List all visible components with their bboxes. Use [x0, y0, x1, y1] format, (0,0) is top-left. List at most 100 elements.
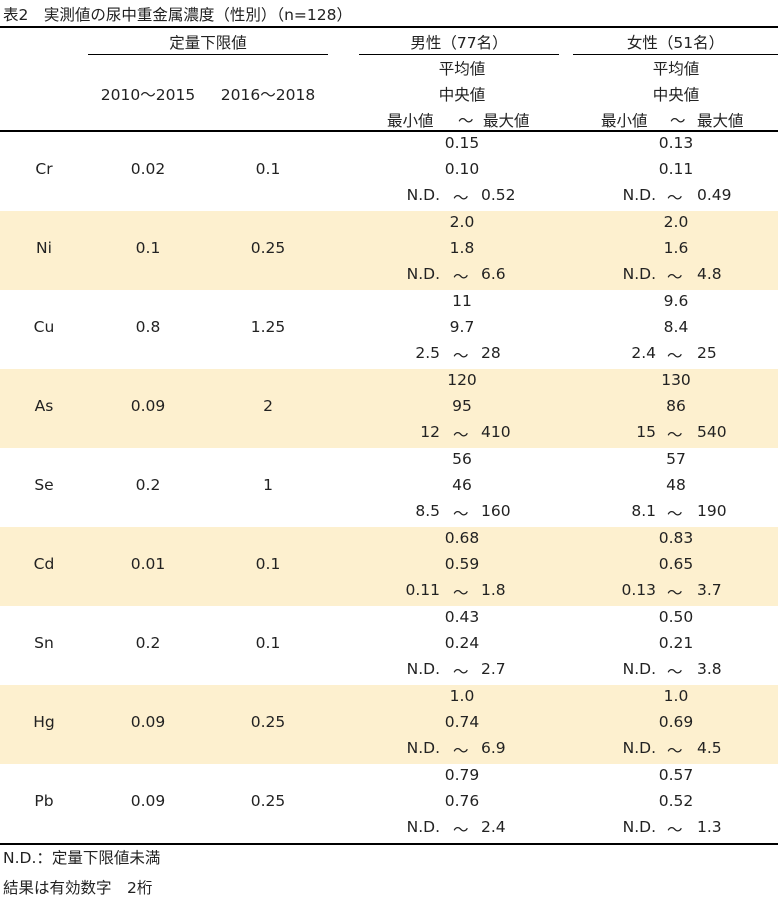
female-median-value: 0.11 — [658, 160, 694, 178]
male-range-tilde: 〜 — [453, 663, 469, 681]
male-min-value: N.D. — [406, 265, 440, 283]
male-min-value: N.D. — [406, 818, 440, 836]
male-mean-value: 0.79 — [444, 766, 480, 784]
loq-2010-2015-value: 0.09 — [130, 713, 166, 731]
male-median-value: 0.10 — [444, 160, 480, 178]
loq-2010-2015-value: 0.2 — [135, 476, 161, 494]
male-min-value: 0.11 — [405, 581, 440, 599]
loq-2016-2018-value: 0.25 — [250, 792, 286, 810]
male-range-tilde: 〜 — [453, 505, 469, 523]
female-min-value: N.D. — [622, 265, 656, 283]
female-min-value: 2.4 — [631, 344, 656, 362]
table-row: Cd 0.01 0.1 0.68 0.59 0.11 〜 1.8 0.83 0.65 0.13 〜 3.… — [0, 527, 778, 606]
male-mean-value: 2.0 — [449, 213, 475, 231]
bottom-rule — [0, 843, 778, 845]
female-max-value: 25 — [697, 344, 717, 362]
male-group-underline — [359, 54, 559, 55]
header-bottom-rule — [0, 130, 778, 132]
female-mean-value: 0.50 — [658, 608, 694, 626]
male-mean-value: 0.68 — [444, 529, 480, 547]
loq-2016-2018-value: 0.1 — [255, 634, 281, 652]
female-median-value: 48 — [666, 476, 686, 494]
female-range-tilde: 〜 — [667, 426, 683, 444]
male-median-value: 0.24 — [444, 634, 480, 652]
male-min-value: 8.5 — [415, 502, 440, 520]
male-mean-value: 1.0 — [449, 687, 475, 705]
female-max-value: 3.7 — [697, 581, 722, 599]
male-max-value: 0.52 — [481, 186, 516, 204]
male-mean-value: 0.43 — [444, 608, 480, 626]
female-min-label: 最小値 — [601, 112, 648, 130]
loq-2016-2018-value: 0.25 — [250, 239, 286, 257]
female-min-value: N.D. — [622, 660, 656, 678]
male-median-value: 0.74 — [444, 713, 480, 731]
table-row: Sn 0.2 0.1 0.43 0.24 N.D. 〜 2.7 0.50 0.21 N.D. 〜 3.8 — [0, 606, 778, 685]
footnote-nd: N.D.：定量下限値未満 — [3, 849, 161, 867]
female-mean-value: 2.0 — [663, 213, 689, 231]
element-symbol: Ni — [36, 239, 52, 257]
female-median-value: 0.21 — [658, 634, 694, 652]
loq-col-2010-2015: 2010〜2015 — [100, 86, 196, 104]
element-symbol: Hg — [33, 713, 55, 731]
female-min-value: 8.1 — [631, 502, 656, 520]
loq-2016-2018-value: 1 — [263, 476, 273, 494]
male-range-tilde: 〜 — [453, 268, 469, 286]
female-mean-value: 0.83 — [658, 529, 694, 547]
footnote-sigfig: 結果は有効数字 2桁 — [3, 879, 153, 897]
male-max-value: 160 — [481, 502, 511, 520]
female-max-value: 4.5 — [697, 739, 722, 757]
loq-group-underline — [88, 54, 328, 55]
male-mean-value: 120 — [447, 371, 477, 389]
female-range-tilde: 〜 — [667, 505, 683, 523]
female-mean-value: 1.0 — [663, 687, 689, 705]
element-symbol: Cr — [35, 160, 53, 178]
female-range-tilde: 〜 — [667, 742, 683, 760]
male-median-value: 95 — [452, 397, 472, 415]
female-max-value: 1.3 — [697, 818, 722, 836]
female-group-header: 女性（51名） — [626, 34, 725, 52]
female-median-value: 8.4 — [663, 318, 689, 336]
female-min-value: N.D. — [622, 186, 656, 204]
element-symbol: As — [34, 397, 54, 415]
female-median-value: 0.69 — [658, 713, 694, 731]
female-median-value: 0.65 — [658, 555, 694, 573]
loq-group-header: 定量下限値 — [169, 34, 247, 52]
male-median-value: 0.76 — [444, 792, 480, 810]
loq-2010-2015-value: 0.1 — [135, 239, 161, 257]
female-range-tilde: 〜 — [667, 347, 683, 365]
female-max-value: 3.8 — [697, 660, 722, 678]
element-symbol: Se — [34, 476, 54, 494]
loq-2010-2015-value: 0.2 — [135, 634, 161, 652]
male-mean-label: 平均値 — [438, 60, 486, 78]
female-mean-value: 0.57 — [658, 766, 694, 784]
top-rule — [0, 26, 778, 28]
female-range-tilde: 〜 — [667, 584, 683, 602]
female-range-tilde: 〜 — [667, 663, 683, 681]
loq-col-2016-2018: 2016〜2018 — [220, 86, 316, 104]
female-range-tilde: 〜 — [667, 268, 683, 286]
female-min-value: 0.13 — [621, 581, 656, 599]
male-max-value: 410 — [481, 423, 511, 441]
female-min-value: N.D. — [622, 739, 656, 757]
loq-2016-2018-value: 1.25 — [250, 318, 286, 336]
table-row: As 0.09 2 120 95 12 〜 410 130 86 15 〜 540 — [0, 369, 778, 448]
female-group-underline — [573, 54, 778, 55]
male-max-value: 2.7 — [481, 660, 506, 678]
male-median-value: 46 — [452, 476, 472, 494]
male-min-value: N.D. — [406, 186, 440, 204]
male-mean-value: 56 — [452, 450, 472, 468]
female-median-value: 0.52 — [658, 792, 694, 810]
male-range-tilde: 〜 — [453, 584, 469, 602]
female-max-value: 540 — [697, 423, 727, 441]
table-row: Ni 0.1 0.25 2.0 1.8 N.D. 〜 6.6 2.0 1.6 N.D. 〜 4.8 — [0, 211, 778, 290]
male-median-value: 0.59 — [444, 555, 480, 573]
loq-2010-2015-value: 0.09 — [130, 397, 166, 415]
male-mean-value: 0.15 — [444, 134, 480, 152]
male-range-tilde: 〜 — [453, 347, 469, 365]
female-mean-value: 0.13 — [658, 134, 694, 152]
loq-2016-2018-value: 0.1 — [255, 160, 281, 178]
male-min-value: 12 — [420, 423, 440, 441]
male-range-tilde: 〜 — [453, 189, 469, 207]
female-mean-value: 130 — [661, 371, 691, 389]
female-tilde-label: 〜 — [670, 112, 686, 130]
